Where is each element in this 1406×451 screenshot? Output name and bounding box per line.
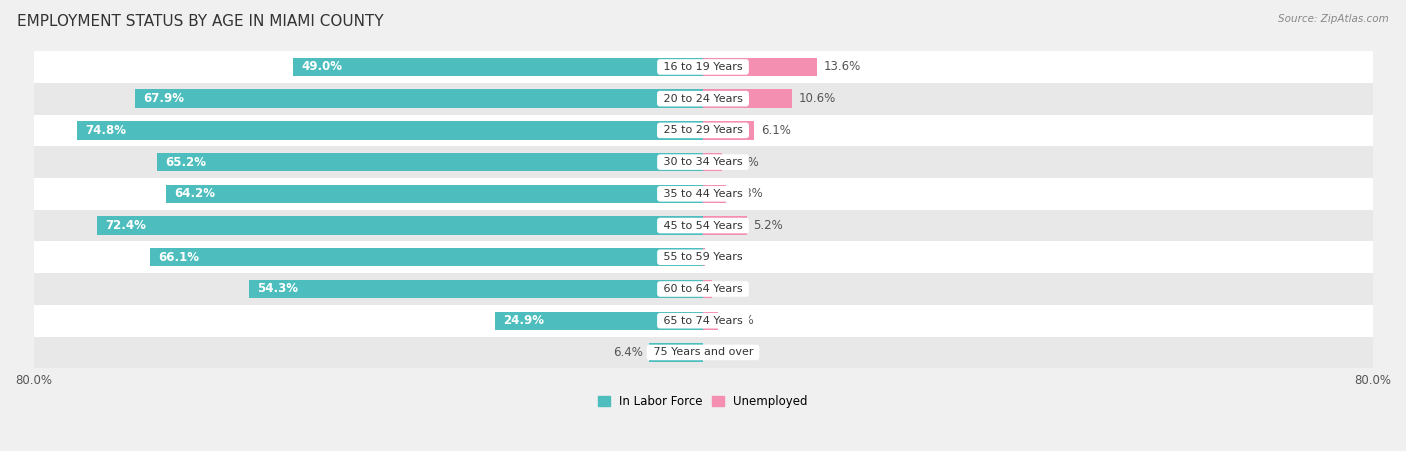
Text: 25 to 29 Years: 25 to 29 Years [659,125,747,135]
Text: 0.2%: 0.2% [711,251,741,264]
Text: 35 to 44 Years: 35 to 44 Years [659,189,747,199]
Text: 64.2%: 64.2% [174,187,215,200]
Text: 75 Years and over: 75 Years and over [650,347,756,358]
Text: 16 to 19 Years: 16 to 19 Years [659,62,747,72]
Text: 1.8%: 1.8% [724,314,755,327]
Bar [703,312,718,330]
Text: 24.9%: 24.9% [503,314,544,327]
Bar [703,280,713,298]
Text: 45 to 54 Years: 45 to 54 Years [659,221,747,230]
Text: 2.8%: 2.8% [733,187,763,200]
Bar [34,273,1372,305]
Text: 30 to 34 Years: 30 to 34 Years [659,157,747,167]
Bar [34,115,1372,146]
Text: EMPLOYMENT STATUS BY AGE IN MIAMI COUNTY: EMPLOYMENT STATUS BY AGE IN MIAMI COUNTY [17,14,384,28]
Text: 5.2%: 5.2% [754,219,783,232]
Bar [650,343,703,362]
Bar [166,184,703,203]
Bar [34,178,1372,210]
Text: 6.1%: 6.1% [761,124,790,137]
Text: 55 to 59 Years: 55 to 59 Years [659,252,747,262]
Bar [150,248,703,267]
Bar [249,280,703,298]
Text: 6.4%: 6.4% [613,346,643,359]
Bar [495,312,703,330]
Bar [34,305,1372,336]
Text: 67.9%: 67.9% [143,92,184,105]
Text: 10.6%: 10.6% [799,92,835,105]
Text: 49.0%: 49.0% [301,60,342,74]
Bar [34,146,1372,178]
Bar [703,248,704,267]
Legend: In Labor Force, Unemployed: In Labor Force, Unemployed [593,391,813,413]
Text: 13.6%: 13.6% [824,60,860,74]
Bar [34,51,1372,83]
Text: 1.1%: 1.1% [718,282,749,295]
Bar [34,210,1372,241]
Bar [34,241,1372,273]
Bar [292,58,703,76]
Bar [703,89,792,108]
Text: 66.1%: 66.1% [159,251,200,264]
Bar [77,121,703,139]
Text: Source: ZipAtlas.com: Source: ZipAtlas.com [1278,14,1389,23]
Bar [34,83,1372,115]
Bar [703,58,817,76]
Bar [157,153,703,171]
Bar [703,121,754,139]
Bar [97,216,703,235]
Text: 54.3%: 54.3% [257,282,298,295]
Bar [703,153,723,171]
Text: 60 to 64 Years: 60 to 64 Years [659,284,747,294]
Text: 0.0%: 0.0% [710,346,740,359]
Bar [34,336,1372,368]
Bar [135,89,703,108]
Text: 65 to 74 Years: 65 to 74 Years [659,316,747,326]
Text: 20 to 24 Years: 20 to 24 Years [659,94,747,104]
Bar [703,184,727,203]
Text: 74.8%: 74.8% [86,124,127,137]
Bar [703,216,747,235]
Text: 65.2%: 65.2% [166,156,207,169]
Text: 2.3%: 2.3% [728,156,759,169]
Text: 72.4%: 72.4% [105,219,146,232]
